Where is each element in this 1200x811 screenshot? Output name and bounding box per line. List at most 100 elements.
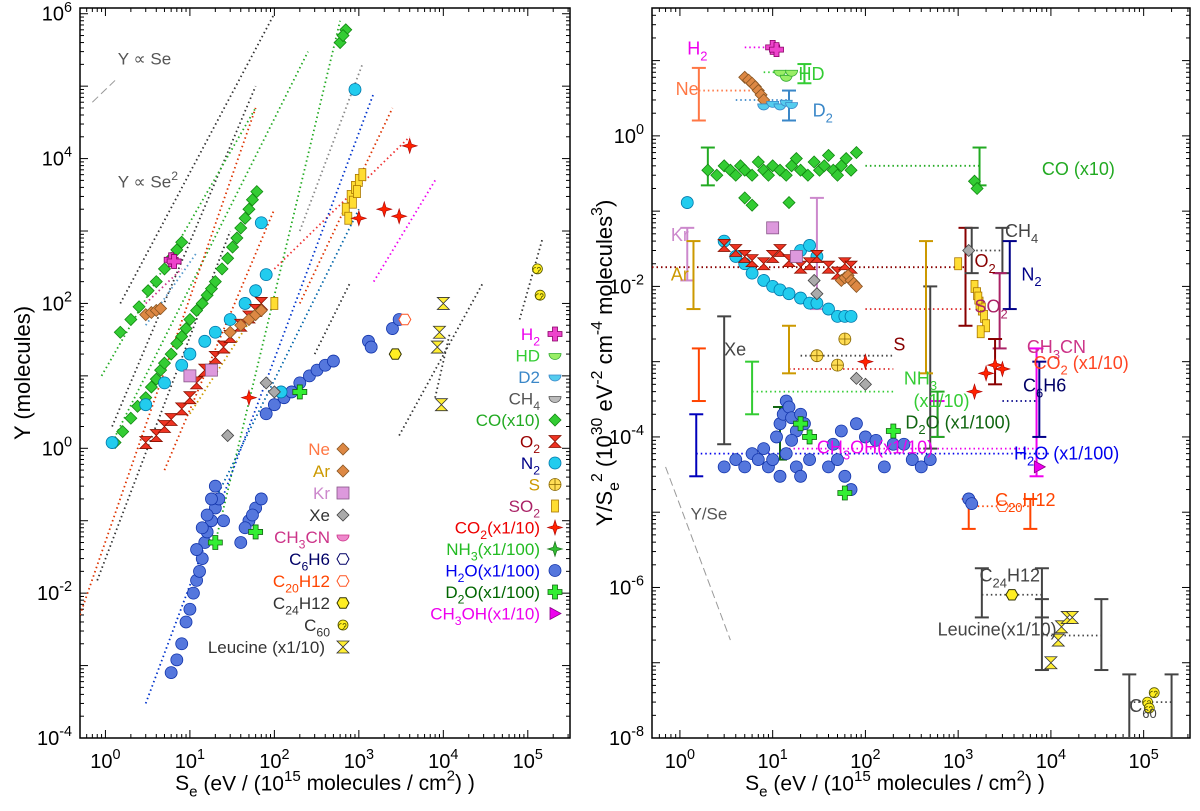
data-point-n2 — [844, 309, 858, 323]
series-label-part: 3 — [1053, 347, 1060, 362]
data-point-xe — [807, 273, 821, 288]
y-axis-label-part: -4 — [589, 321, 606, 335]
legend-label-part: H12 — [299, 594, 330, 613]
guide-label: Y/Se — [690, 504, 727, 523]
legend-label-part: Ar — [313, 462, 330, 481]
legend-label-part: (x1/100) — [478, 540, 540, 559]
data-point-co-x10- — [175, 235, 189, 249]
y-tick-label-part: 10 — [614, 126, 636, 148]
x-tick-label: 105 — [513, 747, 543, 773]
series-label-part: 2 — [1034, 274, 1041, 289]
y-axis-label-part: e — [606, 482, 623, 491]
x-axis-label-part: 15 — [284, 768, 301, 785]
data-point-kr — [183, 369, 197, 383]
x-tick-label-part: 10 — [428, 751, 450, 773]
legend-label-part: NH — [446, 540, 471, 559]
series-label-part: 4 — [1031, 231, 1038, 246]
data-point-h2o — [238, 521, 252, 535]
data-point-co — [821, 148, 836, 162]
legend-label-part: CH — [430, 605, 455, 624]
legend-marker — [546, 540, 564, 558]
legend-marker — [548, 413, 562, 427]
data-point-co-x10- — [215, 262, 229, 276]
y-axis-label-part: molecules — [592, 216, 617, 321]
data-point-leucine — [1065, 611, 1080, 624]
data-point-h2o — [869, 433, 883, 447]
data-point-co-x10- — [221, 251, 235, 265]
x-tick-label-part: 0 — [687, 747, 695, 763]
series-label-part: O (x1/100) — [926, 412, 1011, 432]
data-point-o2 — [837, 257, 852, 271]
plot-area — [80, 13, 546, 704]
y-tick-label-part: -4 — [631, 423, 644, 439]
x-tick-label-part: 10 — [259, 751, 281, 773]
y-tick-label: 10-6 — [609, 573, 644, 599]
series-label: SO2 — [974, 297, 1007, 322]
legend-label-part: Ne — [308, 440, 330, 459]
data-point-h2o — [729, 453, 743, 466]
data-point-co-x10- — [113, 325, 127, 339]
legend-label: Kr — [313, 484, 330, 503]
data-point-co-x10- — [149, 275, 163, 289]
legend-marker — [548, 564, 562, 577]
series-label: (x1/10) — [914, 391, 970, 411]
data-point-h2o — [914, 460, 928, 474]
series-label: Ar — [671, 264, 689, 284]
data-point-h2o — [838, 469, 852, 483]
data-point-d2o — [837, 485, 853, 501]
guide-label: Y ∝ Se2 — [118, 169, 178, 192]
x-axis-label-part: 2 — [447, 767, 455, 784]
data-point-n2 — [208, 325, 222, 339]
series-label-part: 2 — [826, 110, 833, 125]
data-point-xe — [849, 371, 863, 385]
data-point-n2 — [680, 196, 694, 209]
data-point-h2o — [179, 615, 193, 629]
data-point-ne-ar — [234, 318, 248, 332]
guide-label-part: Y ∝ Se — [118, 49, 171, 68]
legend-label: O2 — [520, 433, 540, 456]
data-point-ch3oh — [1033, 460, 1047, 474]
series-label-part: 24 — [993, 575, 1007, 590]
legend-label-part: OH(x1/10) — [462, 605, 540, 624]
data-point-co-x10- — [164, 347, 178, 361]
y-tick-label-part: 0 — [64, 434, 72, 450]
data-point-co-x10- — [183, 312, 197, 327]
legend-label: Ar — [313, 462, 330, 481]
y-tick-label: 10-4 — [37, 724, 72, 750]
legend-label: CH3OH(x1/10) — [430, 605, 540, 628]
x-axis-label-part: 15 — [854, 768, 871, 785]
data-point-co-x10- — [132, 300, 146, 314]
x-tick-label-part: 0 — [113, 747, 121, 763]
data-point-co-x10- — [124, 312, 138, 327]
data-point-co-x10- — [195, 296, 209, 311]
series-label-part: 3 — [930, 378, 937, 393]
legend-label: CH3CN — [274, 528, 330, 551]
x-tick-label-part: 2 — [281, 747, 289, 763]
data-point-h2o — [782, 400, 796, 414]
series-label: Kr — [671, 225, 689, 245]
data-point-co — [782, 195, 796, 210]
series-label-part: D — [905, 412, 918, 432]
data-point-n2 — [259, 268, 273, 282]
series-label-part: 60 — [1142, 706, 1156, 721]
data-point-c60-swirl — [535, 293, 544, 301]
legend-label: CO2(x1/10) — [455, 519, 540, 542]
data-point-co-x10- — [157, 356, 172, 370]
series-label-part: Leucine(x1/10) — [938, 620, 1057, 640]
data-point-c20h12 — [398, 313, 412, 326]
series-label: C6H6 — [1023, 376, 1066, 401]
series-label: S — [893, 335, 905, 355]
x-tick-label-part: 1 — [197, 747, 205, 763]
data-point-s-cross — [810, 349, 823, 362]
x-tick-label: 104 — [1036, 747, 1066, 773]
legend-label: CO(x10) — [476, 411, 540, 430]
series-label-part: O (x1/100) — [1034, 444, 1119, 464]
data-point-n2 — [223, 313, 237, 326]
data-point-c60-swirl — [1144, 706, 1153, 713]
guide-label: Y ∝ Se — [118, 49, 171, 68]
series-label: CH3OH(x1/10) — [817, 438, 933, 463]
x-tick-label-part: 10 — [1036, 751, 1058, 773]
data-point-o2 — [745, 254, 760, 268]
data-point-co-x10- — [179, 321, 193, 336]
y-tick-label-part: 10 — [609, 728, 631, 750]
